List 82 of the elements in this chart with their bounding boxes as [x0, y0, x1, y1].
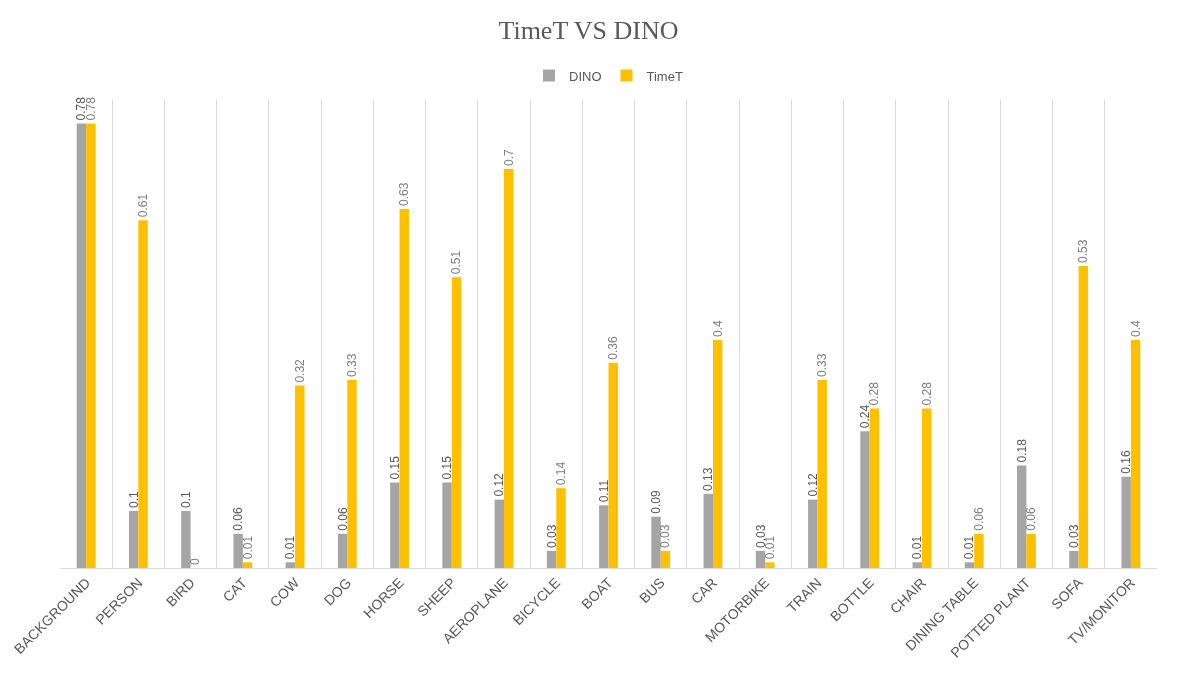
data-label: 0.32: [292, 358, 307, 383]
data-label: 0.06: [1024, 507, 1039, 531]
bar: [399, 208, 409, 568]
data-label: 0.28: [867, 381, 882, 406]
bar: [556, 488, 566, 568]
bar: [599, 505, 609, 568]
data-label: 0.1: [126, 490, 141, 508]
bar: [1069, 550, 1079, 568]
data-label: 0.13: [701, 467, 716, 491]
data-label: 0.36: [606, 336, 621, 360]
data-label: 0.53: [1076, 239, 1091, 263]
bar: [608, 362, 618, 568]
bar: [1130, 340, 1141, 568]
bar: [128, 511, 139, 568]
bar: [869, 408, 880, 568]
bar: [660, 550, 671, 568]
bar: [912, 562, 922, 568]
data-label: 0.03: [658, 524, 673, 548]
bar: [295, 385, 305, 568]
chart-title: TimeT VS DINO: [498, 15, 679, 45]
data-label: 0.01: [240, 535, 255, 560]
legend-label: TimeT: [646, 68, 683, 84]
data-label: 0.14: [553, 461, 568, 486]
data-label: 0.01: [962, 535, 977, 560]
bar: [1017, 465, 1027, 568]
bar: [703, 493, 713, 568]
data-label: 0.24: [857, 404, 872, 429]
data-label: 0.1: [178, 490, 193, 508]
bar: [808, 499, 818, 568]
data-label: 0.28: [919, 381, 934, 406]
data-label: 0.16: [1119, 450, 1134, 474]
bar: [76, 123, 87, 568]
data-label: 0.33: [815, 353, 830, 377]
data-label: 0.4: [1128, 319, 1143, 337]
bar: [974, 533, 984, 568]
data-label: 0.06: [335, 507, 350, 531]
bar: [442, 482, 452, 568]
bar: [138, 220, 148, 568]
bar: [964, 562, 975, 568]
data-label: 0.15: [387, 455, 402, 480]
bar: [1026, 533, 1036, 568]
bar: [712, 340, 723, 568]
data-label: 0.06: [971, 507, 986, 531]
data-label: 0.4: [710, 319, 725, 337]
data-label: 0.06: [231, 507, 246, 531]
data-label: 0.03: [1066, 524, 1081, 548]
data-label: 0.15: [440, 455, 455, 480]
bar: [390, 482, 400, 568]
bar: [451, 277, 462, 568]
data-label: 0.01: [283, 535, 298, 560]
bar: [86, 123, 96, 568]
bar: [546, 550, 557, 568]
data-label: 0.51: [449, 250, 464, 275]
data-label: 0.12: [492, 472, 507, 497]
bar: [494, 499, 505, 568]
data-label: 0: [188, 558, 203, 565]
data-label: 0.09: [649, 490, 664, 514]
data-label: 0.7: [501, 148, 516, 166]
bar: [337, 533, 348, 568]
legend-label: DINO: [569, 68, 602, 84]
data-label: 0.12: [805, 472, 820, 497]
data-label: 0.18: [1014, 438, 1029, 463]
bar: [1078, 265, 1089, 568]
bar: [1121, 476, 1131, 568]
bar: [504, 169, 514, 568]
data-label: 0.01: [910, 535, 925, 560]
bar: [285, 562, 296, 568]
bar: [755, 550, 766, 568]
bar: [651, 516, 661, 568]
data-label: 0.03: [544, 524, 559, 548]
bar: [860, 431, 870, 568]
data-label: 0.11: [596, 479, 611, 503]
bar: [347, 379, 357, 568]
bar: [242, 562, 253, 568]
bar: [921, 408, 932, 568]
data-label: 0.33: [345, 353, 360, 377]
data-label: 0.61: [136, 193, 151, 218]
bar: [765, 562, 775, 568]
bar: [181, 511, 191, 568]
data-label: 0.63: [397, 182, 412, 206]
bar: [817, 379, 827, 568]
bar: [233, 533, 243, 568]
